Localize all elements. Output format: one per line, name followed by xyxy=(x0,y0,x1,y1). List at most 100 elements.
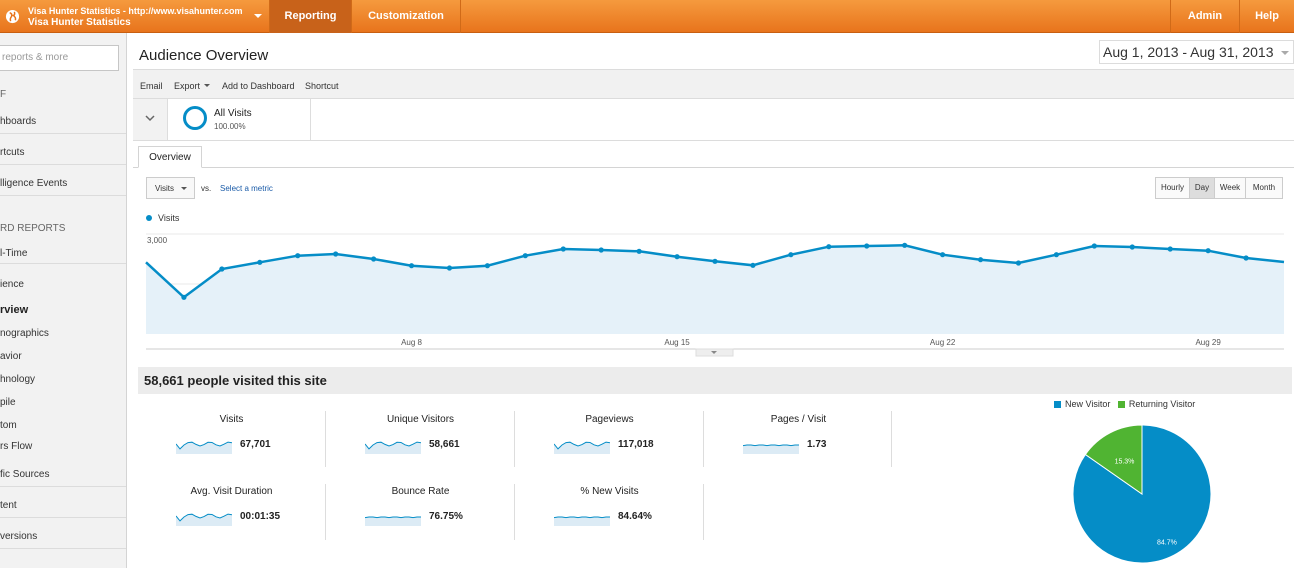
sparkline-line xyxy=(743,444,799,447)
tab-overview[interactable]: Overview xyxy=(138,146,202,168)
sidebar-divider xyxy=(0,517,126,518)
sparkline-line xyxy=(554,441,610,450)
data-point xyxy=(181,294,187,300)
metric-label: Visits xyxy=(219,414,244,425)
export-button[interactable]: Export xyxy=(174,81,211,91)
sparkline xyxy=(743,444,799,454)
sidebar-item[interactable]: tent xyxy=(0,500,17,511)
sparkline-area xyxy=(176,442,232,454)
sidebar-item[interactable]: l-Time xyxy=(0,248,28,259)
sparkline-area xyxy=(743,445,799,454)
sidebar-search-input[interactable]: reports & more xyxy=(0,45,119,71)
account-name: Visa Hunter Statistics xyxy=(28,17,131,28)
segment-all-visits[interactable]: All Visits 100.00% xyxy=(169,99,311,140)
data-point xyxy=(674,254,680,260)
tile-divider xyxy=(325,484,326,540)
data-point xyxy=(219,266,225,272)
sidebar-item[interactable]: ience xyxy=(0,279,24,290)
granularity-hourly-button[interactable]: Hourly xyxy=(1156,178,1190,198)
sidebar-item[interactable]: tom xyxy=(0,420,17,431)
tile-divider xyxy=(514,484,515,540)
data-point xyxy=(446,265,453,271)
vs-label: vs. xyxy=(201,184,212,193)
add-to-dashboard-button[interactable]: Add to Dashboard xyxy=(222,81,295,91)
metric-value: 84.64% xyxy=(618,511,652,522)
shortcut-button[interactable]: Shortcut xyxy=(305,81,339,91)
sidebar-item[interactable]: rtcuts xyxy=(0,147,25,158)
sidebar-item[interactable]: hboards xyxy=(0,116,37,127)
pie-slice-label: 15.3% xyxy=(1115,458,1135,465)
admin-link[interactable]: Admin xyxy=(1170,0,1240,33)
sparkline xyxy=(554,516,610,526)
data-point xyxy=(1129,244,1135,250)
tab-customization[interactable]: Customization xyxy=(352,0,461,33)
metric-tile[interactable]: Pageviews 117,018 xyxy=(516,409,705,476)
sidebar-item[interactable]: fic Sources xyxy=(0,469,50,480)
date-range-picker[interactable]: Aug 1, 2013 - Aug 31, 2013 xyxy=(1099,40,1294,64)
segment-toggle-button[interactable] xyxy=(133,99,168,140)
metric-tile[interactable]: Visits 67,701 xyxy=(138,409,327,476)
sidebar-item[interactable]: hnology xyxy=(0,374,36,385)
help-link[interactable]: Help xyxy=(1255,10,1279,22)
chart-resize-handle xyxy=(695,348,734,357)
sidebar-item[interactable]: nographics xyxy=(0,328,49,339)
summary-header: 58,661 people visited this site xyxy=(138,367,1292,394)
metric-tile[interactable]: Unique Visitors 58,661 xyxy=(327,409,516,476)
summary-headline: 58,661 people visited this site xyxy=(144,373,327,388)
select-metric-link[interactable]: Select a metric xyxy=(220,184,273,193)
x-tick-label: Aug 22 xyxy=(930,338,956,347)
chevron-down-icon xyxy=(145,115,155,122)
metric-selector[interactable]: Visits xyxy=(146,177,195,199)
sidebar-item[interactable]: pile xyxy=(0,397,16,408)
data-point xyxy=(1091,243,1097,249)
tile-divider xyxy=(325,411,326,467)
pie-slice-label: 84.7% xyxy=(1157,540,1177,547)
chevron-down-icon xyxy=(711,351,717,354)
account-selector[interactable]: Visa Hunter Statistics - http://www.visa… xyxy=(0,0,270,33)
data-point xyxy=(598,247,604,253)
metric-value: 1.73 xyxy=(807,439,827,450)
data-point xyxy=(1053,252,1059,258)
metric-value: 76.75% xyxy=(429,511,463,522)
tab-divider xyxy=(133,167,1294,168)
sidebar-divider xyxy=(0,548,126,549)
data-point xyxy=(371,256,377,262)
metric-tile[interactable]: Avg. Visit Duration 00:01:35 xyxy=(138,481,327,548)
legend-returning-visitor: Returning Visitor xyxy=(1128,399,1196,409)
sparkline-area xyxy=(176,514,232,526)
sparkline-line xyxy=(554,516,610,519)
chevron-down-icon xyxy=(204,84,211,87)
pie-slice-returning-visitor[interactable] xyxy=(1084,424,1143,495)
sidebar-item[interactable]: avior xyxy=(0,351,22,362)
data-point xyxy=(484,263,490,269)
report-toolbar: Email Export Add to Dashboard Shortcut xyxy=(133,69,1294,99)
sparkline xyxy=(176,513,232,526)
tab-reporting[interactable]: Reporting xyxy=(270,0,352,33)
data-point xyxy=(1167,246,1173,252)
sparkline-area xyxy=(554,442,610,454)
data-point xyxy=(940,252,946,258)
series-dot xyxy=(146,215,152,221)
segment-name: All Visits xyxy=(214,108,252,119)
metric-tile[interactable]: % New Visits 84.64% xyxy=(516,481,705,548)
granularity-day-button[interactable]: Day xyxy=(1190,178,1215,198)
sidebar-divider xyxy=(0,486,126,487)
sidebar-item[interactable]: versions xyxy=(0,531,38,542)
export-label: Export xyxy=(174,81,201,91)
sidebar-item[interactable]: rview xyxy=(0,304,29,316)
x-tick-label: Aug 29 xyxy=(1195,338,1221,347)
email-button[interactable]: Email xyxy=(140,81,163,91)
metric-label: Bounce Rate xyxy=(391,486,450,497)
metric-tile[interactable]: Bounce Rate 76.75% xyxy=(327,481,516,548)
sidebar-item[interactable]: lligence Events xyxy=(0,178,68,189)
account-url: Visa Hunter Statistics - http://www.visa… xyxy=(28,6,243,16)
granularity-week-button[interactable]: Week xyxy=(1215,178,1246,198)
data-point xyxy=(560,246,566,252)
sidebar-item[interactable]: rs Flow xyxy=(0,441,33,452)
metric-selector-label: Visits xyxy=(155,184,174,193)
data-point xyxy=(1243,255,1249,261)
tile-divider xyxy=(703,484,704,540)
metric-tile[interactable]: Pages / Visit 1.73 xyxy=(705,409,894,476)
granularity-month-button[interactable]: Month xyxy=(1246,178,1282,198)
data-point xyxy=(295,253,301,259)
